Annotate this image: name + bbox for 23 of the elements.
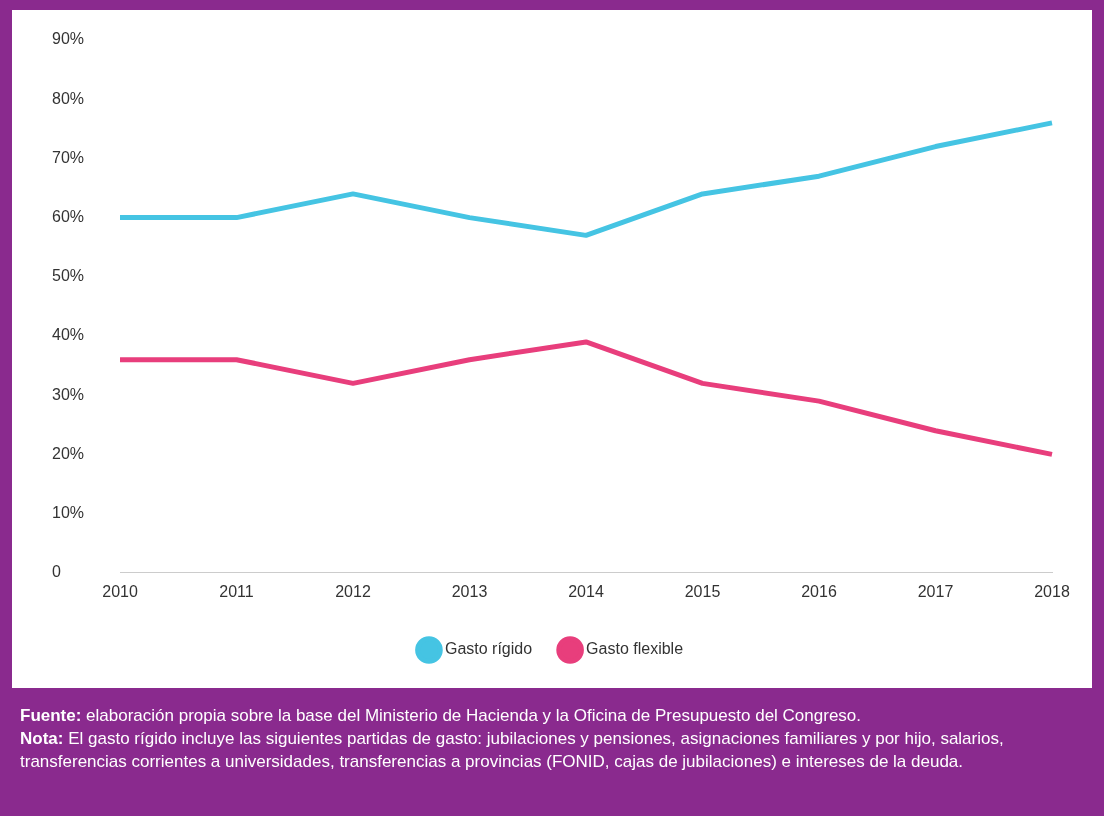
y-tick-label: 90% <box>52 30 85 48</box>
x-tick-label: 2013 <box>451 582 488 600</box>
y-tick-label: 50% <box>52 267 85 285</box>
y-tick-label: 60% <box>52 208 85 226</box>
y-tick-label: 70% <box>52 148 85 166</box>
x-tick-label: 2011 <box>219 582 254 600</box>
y-tick-label: 40% <box>52 326 85 344</box>
x-tick-label: 2014 <box>568 582 604 600</box>
legend-label: Gasto flexible <box>586 640 684 658</box>
x-tick-label: 2018 <box>1034 582 1070 600</box>
y-tick-label: 80% <box>52 89 85 107</box>
y-tick-label: 20% <box>52 444 85 462</box>
text: Nota: El gasto rígido incluye las siguientes partidas de gasto: jubilaciones y pensiones, asignaciones familiares y por hijo, salarios, transferencias corrientes a universidades, transferencias a provincias (FONID, cajas de jubilaciones) e intereses de la deuda. <box>20 729 1004 771</box>
y-tick-label: 30% <box>52 385 85 403</box>
x-tick-label: 2012 <box>335 582 371 600</box>
x-tick-label: 2010 <box>102 582 138 600</box>
legend-label: Gasto rígido <box>444 640 533 658</box>
source-note: Fuente: elaboración propia sobre la base del Ministerio de Hacienda y la Oficina de Presupuesto del Congreso. <box>20 706 862 725</box>
x-tick-label: 2017 <box>917 582 954 600</box>
y-tick-label: 0 <box>52 563 61 581</box>
y-tick-label: 10% <box>52 504 85 522</box>
x-tick-label: 2015 <box>684 582 721 600</box>
x-tick-label: 2016 <box>801 582 837 600</box>
